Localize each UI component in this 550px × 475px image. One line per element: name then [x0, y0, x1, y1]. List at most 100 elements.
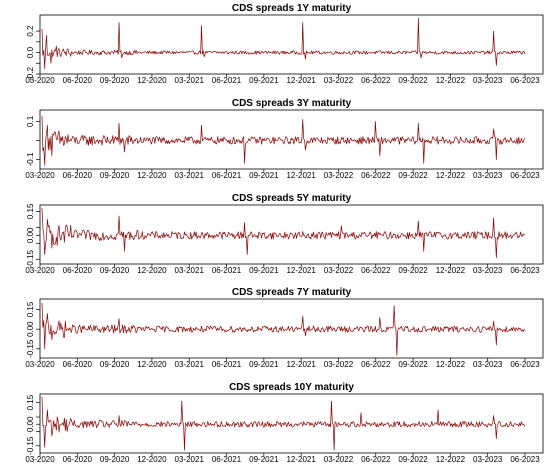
series-line	[41, 208, 526, 258]
x-tick-label: 12-2022	[436, 455, 466, 464]
plot-frame	[39, 204, 544, 265]
x-tick-label: 03-2022	[324, 76, 354, 85]
x-tick-label: 03-2020	[25, 171, 55, 180]
x-tick-label: 03-2023	[473, 360, 503, 369]
panel-1: CDS spreads 1Y maturity -0.2 0.0 0.2 03-2020…	[25, 3, 544, 85]
plot-frame	[39, 109, 544, 170]
x-tick-label: 12-2022	[436, 76, 466, 85]
plot-frame	[39, 298, 544, 359]
x-tick-label: 12-2020	[137, 360, 167, 369]
y-tick-label: 0.15	[26, 394, 35, 410]
x-tick-label: 12-2020	[137, 266, 167, 275]
x-tick-label: 03-2020	[25, 266, 55, 275]
x-tick-label: 09-2020	[100, 360, 130, 369]
x-tick-label: 12-2021	[286, 171, 316, 180]
x-tick-label: 06-2023	[510, 266, 540, 275]
x-tick-label: 12-2022	[436, 171, 466, 180]
y-tick-label: 0.1	[26, 115, 35, 127]
y-tick-label: -0.15	[26, 250, 35, 269]
x-tick-label: 06-2023	[510, 455, 540, 464]
x-tick-label: 06-2022	[361, 360, 391, 369]
x-tick-label: 09-2021	[249, 455, 279, 464]
x-tick-label: 09-2022	[398, 171, 428, 180]
x-tick-label: 09-2021	[249, 171, 279, 180]
panel-5: CDS spreads 10Y maturity -0.15 0.00 0.15 03-…	[25, 382, 544, 464]
x-tick-label: 03-2022	[324, 171, 354, 180]
x-tick-label: 03-2022	[324, 360, 354, 369]
x-tick-label: 06-2021	[212, 360, 242, 369]
panel-3: CDS spreads 5Y maturity -0.15 0.00 0.15 03-2…	[25, 193, 544, 275]
x-tick-label: 06-2023	[510, 76, 540, 85]
series-line	[41, 302, 526, 356]
x-tick-label: 06-2021	[212, 455, 242, 464]
x-tick-label: 09-2020	[100, 266, 130, 275]
x-tick-label: 06-2022	[361, 171, 391, 180]
x-tick-label: 09-2021	[249, 360, 279, 369]
x-tick-label: 09-2022	[398, 266, 428, 275]
x-tick-label: 09-2021	[249, 76, 279, 85]
y-tick-label: -0.15	[26, 339, 35, 358]
x-tick-label: 03-2020	[25, 455, 55, 464]
x-tick-label: 03-2021	[175, 171, 205, 180]
x-tick-label: 06-2020	[63, 266, 93, 275]
x-tick-label: 09-2021	[249, 266, 279, 275]
series-line	[41, 396, 526, 451]
x-tick-label: 03-2023	[473, 76, 503, 85]
x-tick-label: 06-2021	[212, 171, 242, 180]
x-tick-label: 09-2020	[100, 76, 130, 85]
x-tick-label: 09-2020	[100, 455, 130, 464]
x-tick-label: 12-2021	[286, 360, 316, 369]
x-tick-label: 12-2020	[137, 171, 167, 180]
x-tick-label: 03-2022	[324, 266, 354, 275]
x-tick-label: 06-2022	[361, 266, 391, 275]
x-tick-label: 03-2021	[175, 266, 205, 275]
x-tick-label: 09-2022	[398, 76, 428, 85]
x-tick-label: 06-2023	[510, 360, 540, 369]
y-tick-label: 0.15	[26, 301, 35, 317]
x-tick-label: 06-2020	[63, 360, 93, 369]
panel-title: CDS spreads 1Y maturity	[232, 3, 352, 14]
x-tick-label: 03-2020	[25, 360, 55, 369]
x-tick-label: 09-2022	[398, 360, 428, 369]
x-tick-label: 03-2023	[473, 266, 503, 275]
panel-2: CDS spreads 3Y maturity -0.1 0.1 03-2020 06-…	[25, 98, 544, 180]
x-tick-label: 12-2022	[436, 266, 466, 275]
y-tick-label: -0.1	[26, 152, 35, 166]
x-tick-label: 03-2020	[25, 76, 55, 85]
x-tick-label: 09-2020	[100, 171, 130, 180]
x-tick-label: 03-2021	[175, 455, 205, 464]
y-tick-label: 0.00	[26, 416, 35, 432]
y-tick-label: -0.15	[26, 436, 35, 455]
y-tick-label: 0.00	[26, 321, 35, 337]
x-tick-label: 06-2020	[63, 76, 93, 85]
panel-title: CDS spreads 3Y maturity	[232, 98, 352, 109]
x-tick-label: 06-2021	[212, 76, 242, 85]
series-line	[41, 115, 526, 166]
x-tick-label: 09-2022	[398, 455, 428, 464]
x-tick-label: 03-2021	[175, 360, 205, 369]
x-tick-label: 12-2021	[286, 76, 316, 85]
x-tick-label: 03-2023	[473, 455, 503, 464]
panel-title: CDS spreads 7Y maturity	[232, 287, 352, 298]
series-line	[41, 17, 526, 69]
x-tick-label: 12-2020	[137, 455, 167, 464]
x-tick-label: 06-2023	[510, 171, 540, 180]
plot-frame	[39, 393, 544, 454]
x-tick-label: 06-2022	[361, 76, 391, 85]
y-tick-label: -0.2	[26, 67, 35, 81]
panel-title: CDS spreads 5Y maturity	[232, 193, 352, 204]
x-tick-label: 12-2021	[286, 455, 316, 464]
x-tick-label: 06-2020	[63, 455, 93, 464]
x-tick-label: 06-2022	[361, 455, 391, 464]
y-tick-label: 0.00	[26, 227, 35, 243]
x-tick-label: 03-2021	[175, 76, 205, 85]
x-tick-label: 12-2020	[137, 76, 167, 85]
panel-title: CDS spreads 10Y maturity	[229, 382, 354, 393]
plot-frame	[39, 14, 544, 75]
x-tick-label: 06-2020	[63, 171, 93, 180]
x-tick-label: 12-2021	[286, 266, 316, 275]
x-tick-label: 03-2022	[324, 455, 354, 464]
x-tick-label: 12-2022	[436, 360, 466, 369]
panel-4: CDS spreads 7Y maturity -0.15 0.00 0.15 03-2…	[25, 287, 544, 369]
